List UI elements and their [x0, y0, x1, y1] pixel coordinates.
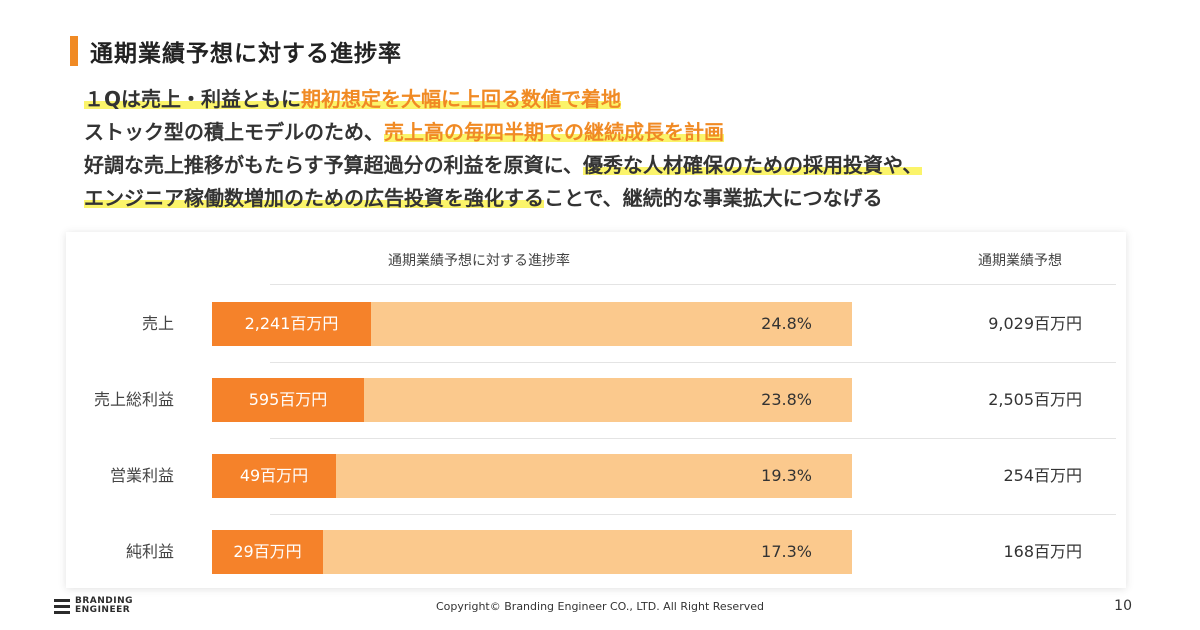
progress-percent-label: 17.3% — [761, 542, 812, 561]
copyright-text: Copyright© Branding Engineer CO., LTD. A… — [436, 600, 764, 613]
summary-line-1: １Qは売上・利益ともに期初想定を大幅に上回る数値で着地 — [84, 84, 1174, 117]
logo-mark-icon — [54, 598, 70, 614]
summary-line-3: 好調な売上推移がもたらす予算超過分の利益を原資に、優秀な人材確保のための採用投資… — [84, 150, 1174, 183]
page-title: 通期業績予想に対する進捗率 — [90, 41, 402, 67]
summary-line-1-text-a: １Qは売上・利益ともに — [84, 87, 302, 111]
progress-percent-label: 23.8% — [761, 390, 812, 409]
progress-bar — [212, 378, 364, 422]
forecast-value-label: 2,505百万円 — [988, 390, 1082, 409]
actual-value-label: 595百万円 — [248, 390, 328, 409]
category-label: 純利益 — [125, 542, 174, 561]
summary-line-4-text-a: エンジニア稼働数増加のための広告投資を強化する — [84, 186, 544, 210]
progress-bar — [212, 454, 336, 498]
chart-column-header: 通期業績予想に対する進捗率 — [388, 253, 570, 269]
actual-value-label: 2,241百万円 — [244, 314, 339, 333]
logo-line-2: ENGINEER — [75, 605, 131, 615]
chart-row: 営業利益 49百万円 19.3% 254百万円 — [66, 454, 1126, 498]
category-label: 営業利益 — [109, 466, 174, 485]
summary-line-4-text-b: ことで、継続的な事業拡大につなげる — [544, 186, 883, 210]
remaining-bar: 29百万円 17.3% — [212, 530, 852, 574]
progress-bar — [212, 530, 323, 574]
title-accent-bar — [70, 36, 78, 66]
progress-percent-label: 24.8% — [761, 314, 812, 333]
remaining-bar: 2,241百万円 24.8% — [212, 302, 852, 346]
row-divider — [270, 438, 1116, 439]
progress-bar — [212, 302, 371, 346]
chart-row: 売上 2,241百万円 24.8% 9,029百万円 — [66, 302, 1126, 346]
company-logo: BRANDING ENGINEER — [54, 597, 133, 615]
summary-line-2: ストック型の積上モデルのため、売上高の毎四半期での継続成長を計画 — [84, 117, 1174, 150]
actual-value-label: 29百万円 — [233, 542, 302, 561]
progress-percent-label: 19.3% — [761, 466, 812, 485]
chart-row: 売上総利益 595百万円 23.8% 2,505百万円 — [66, 378, 1126, 422]
forecast-value-label: 168百万円 — [1003, 542, 1082, 561]
row-divider — [270, 362, 1116, 363]
summary-line-1-highlight: １Qは売上・利益ともに期初想定を大幅に上回る数値で着地 — [84, 87, 622, 111]
logo-line-1: BRANDING — [75, 596, 134, 606]
summary-line-3-text-a: 好調な売上推移がもたらす予算超過分の利益を原資に、 — [84, 153, 583, 177]
summary-line-3-text-b: 優秀な人材確保のための採用投資や、 — [583, 153, 923, 177]
header-divider — [270, 284, 1116, 285]
summary-line-1-text-b: 期初想定を大幅に上回る数値で着地 — [301, 87, 622, 111]
summary-text: １Qは売上・利益ともに期初想定を大幅に上回る数値で着地 ストック型の積上モデルの… — [84, 84, 1174, 216]
summary-line-2-text-a: ストック型の積上モデルのため、 — [84, 120, 384, 144]
summary-line-2-text-b: 売上高の毎四半期での継続成長を計画 — [384, 120, 724, 144]
actual-value-label: 49百万円 — [239, 466, 309, 485]
page-number: 10 — [1114, 598, 1132, 614]
category-label: 売上総利益 — [93, 390, 174, 409]
page-title-group: 通期業績予想に対する進捗率 — [70, 36, 402, 67]
logo-wordmark: BRANDING ENGINEER — [75, 597, 133, 615]
category-label: 売上 — [141, 314, 174, 333]
chart-row: 純利益 29百万円 17.3% 168百万円 — [66, 530, 1126, 574]
forecast-value-label: 9,029百万円 — [988, 314, 1082, 333]
forecast-column-header: 通期業績予想 — [978, 253, 1062, 269]
progress-chart-panel: 通期業績予想に対する進捗率 通期業績予想 売上 2,241百万円 24.8% 9,02… — [66, 232, 1126, 588]
row-divider — [270, 514, 1116, 515]
summary-line-4: エンジニア稼働数増加のための広告投資を強化することで、継続的な事業拡大につなげる — [84, 183, 1174, 216]
remaining-bar: 595百万円 23.8% — [212, 378, 852, 422]
remaining-bar: 49百万円 19.3% — [212, 454, 852, 498]
forecast-value-label: 254百万円 — [1003, 466, 1082, 485]
